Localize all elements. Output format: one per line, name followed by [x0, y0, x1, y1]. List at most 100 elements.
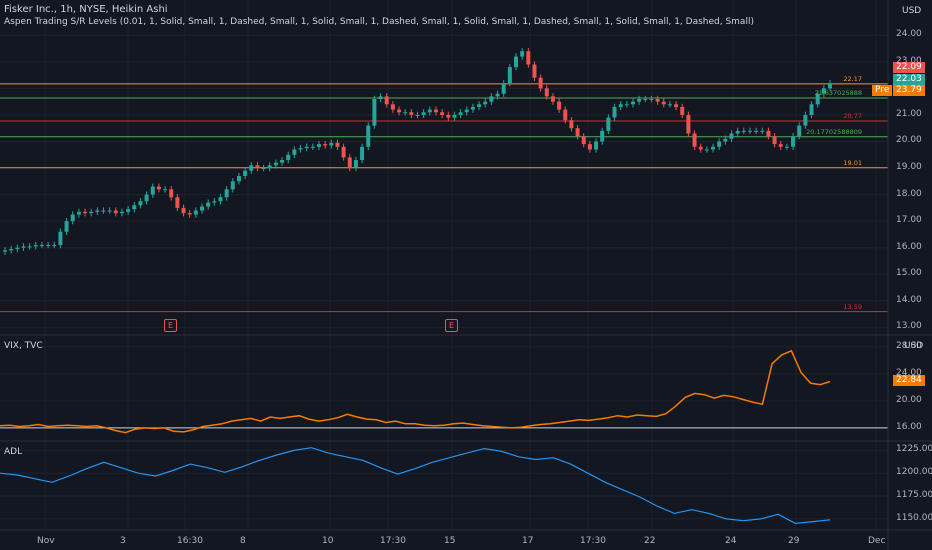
candle-body-11	[70, 214, 75, 222]
candle-body-57	[353, 160, 358, 169]
price-currency-label: USD	[902, 6, 922, 16]
candle-body-41	[255, 165, 260, 169]
time-tick-3: 8	[240, 536, 246, 546]
sr-level-label-0: 22.17	[843, 74, 862, 83]
candle-body-44	[273, 162, 278, 166]
adl-axis-tick-0: 1225.00	[896, 444, 932, 455]
time-tick-4: 10	[322, 536, 334, 546]
candle-body-131	[809, 104, 814, 115]
candle-body-25	[156, 186, 161, 190]
candle-body-119	[735, 130, 740, 134]
time-tick-1: 3	[120, 536, 126, 546]
vix-series-line	[0, 349, 831, 434]
candle-body-15	[95, 210, 100, 212]
time-tick-8: 17:30	[580, 536, 606, 546]
level-price-badge: 22.03	[893, 74, 925, 85]
candle-body-87	[538, 77, 543, 89]
candle-body-38	[236, 176, 241, 182]
candle-body-54	[335, 142, 340, 147]
candle-body-63	[390, 104, 395, 110]
candle-body-53	[329, 142, 334, 146]
candle-body-47	[292, 149, 297, 155]
candle-body-123	[760, 130, 765, 132]
candle-body-52	[323, 144, 328, 146]
candle-body-93	[575, 128, 580, 137]
candle-body-33	[206, 202, 211, 207]
candle-body-74	[458, 112, 463, 115]
candle-body-35	[218, 197, 223, 202]
candle-body-18	[113, 210, 118, 214]
price-axis-tick-0: 24.00	[896, 29, 922, 40]
vix-axis-tick-1: 24.00	[896, 367, 922, 378]
candle-body-125	[772, 136, 777, 145]
candle-body-6	[39, 245, 44, 247]
candle-body-37	[230, 181, 235, 190]
candle-body-112	[692, 133, 697, 147]
candle-body-31	[193, 210, 198, 215]
candle-body-77	[477, 104, 482, 107]
earnings-marker-1[interactable]: E	[164, 319, 177, 332]
candle-body-64	[397, 109, 402, 113]
candle-body-48	[298, 148, 303, 150]
candle-body-4	[27, 246, 32, 248]
candle-body-24	[150, 186, 155, 195]
candle-body-17	[107, 210, 112, 212]
candle-body-97	[600, 130, 605, 142]
vix-pane-label[interactable]: VIX, TVC	[4, 341, 43, 351]
candle-body-94	[581, 136, 586, 145]
candle-body-120	[741, 130, 746, 132]
candle-body-45	[280, 160, 285, 163]
candle-body-116	[717, 141, 722, 147]
candle-body-7	[46, 245, 51, 247]
candle-body-2	[15, 247, 20, 250]
candle-body-55	[341, 146, 346, 158]
candle-body-27	[169, 189, 174, 198]
candle-body-60	[372, 99, 377, 126]
candle-body-26	[163, 189, 168, 191]
earnings-marker-2[interactable]: E	[445, 319, 458, 332]
candle-body-21	[132, 205, 137, 210]
candle-body-56	[347, 157, 352, 169]
candle-body-73	[452, 114, 457, 118]
time-tick-2: 16:30	[177, 536, 203, 546]
candle-body-43	[267, 165, 272, 169]
candle-body-28	[175, 197, 180, 208]
price-axis-tick-5: 19.00	[896, 162, 922, 173]
sr-level-label-3: 20.17702588809	[806, 127, 862, 136]
candle-body-19	[119, 211, 124, 214]
symbol-title[interactable]: Fisker Inc., 1h, NYSE, Heikin Ashi	[4, 4, 168, 15]
candle-body-81	[501, 83, 506, 94]
candle-body-1	[9, 249, 14, 251]
candle-body-92	[569, 120, 574, 129]
time-tick-12: Dec	[868, 536, 886, 546]
price-axis-tick-7: 17.00	[896, 215, 922, 226]
candle-body-71	[440, 112, 445, 115]
price-axis-tick-10: 14.00	[896, 294, 922, 305]
candle-body-70	[433, 109, 438, 113]
candle-body-98	[606, 117, 611, 131]
candle-body-127	[784, 146, 789, 148]
candle-body-78	[483, 101, 488, 105]
candle-body-132	[815, 93, 820, 105]
sr-level-label-2: 20.77	[843, 112, 862, 121]
grid-lines	[0, 0, 888, 530]
vix-axis-tick-2: 20.00	[896, 394, 922, 405]
candle-body-59	[366, 125, 371, 147]
candle-body-91	[563, 109, 568, 121]
adl-line-layer	[0, 447, 831, 525]
candle-body-65	[403, 112, 408, 114]
indicator-legend[interactable]: Aspen Trading S/R Levels (0.01, 1, Solid…	[4, 17, 754, 27]
adl-pane-label[interactable]: ADL	[4, 447, 23, 457]
candle-body-126	[778, 144, 783, 147]
candle-body-67	[415, 114, 420, 116]
vix-currency-label: USD	[904, 341, 924, 351]
vix-axis-tick-3: 16.00	[896, 421, 922, 432]
candle-body-61	[378, 96, 383, 99]
candle-body-51	[316, 144, 321, 147]
price-axis-tick-1: 23.00	[896, 55, 922, 66]
sr-level-label-4: 19.01	[843, 158, 862, 167]
candle-body-34	[212, 201, 217, 203]
candle-body-114	[704, 149, 709, 151]
